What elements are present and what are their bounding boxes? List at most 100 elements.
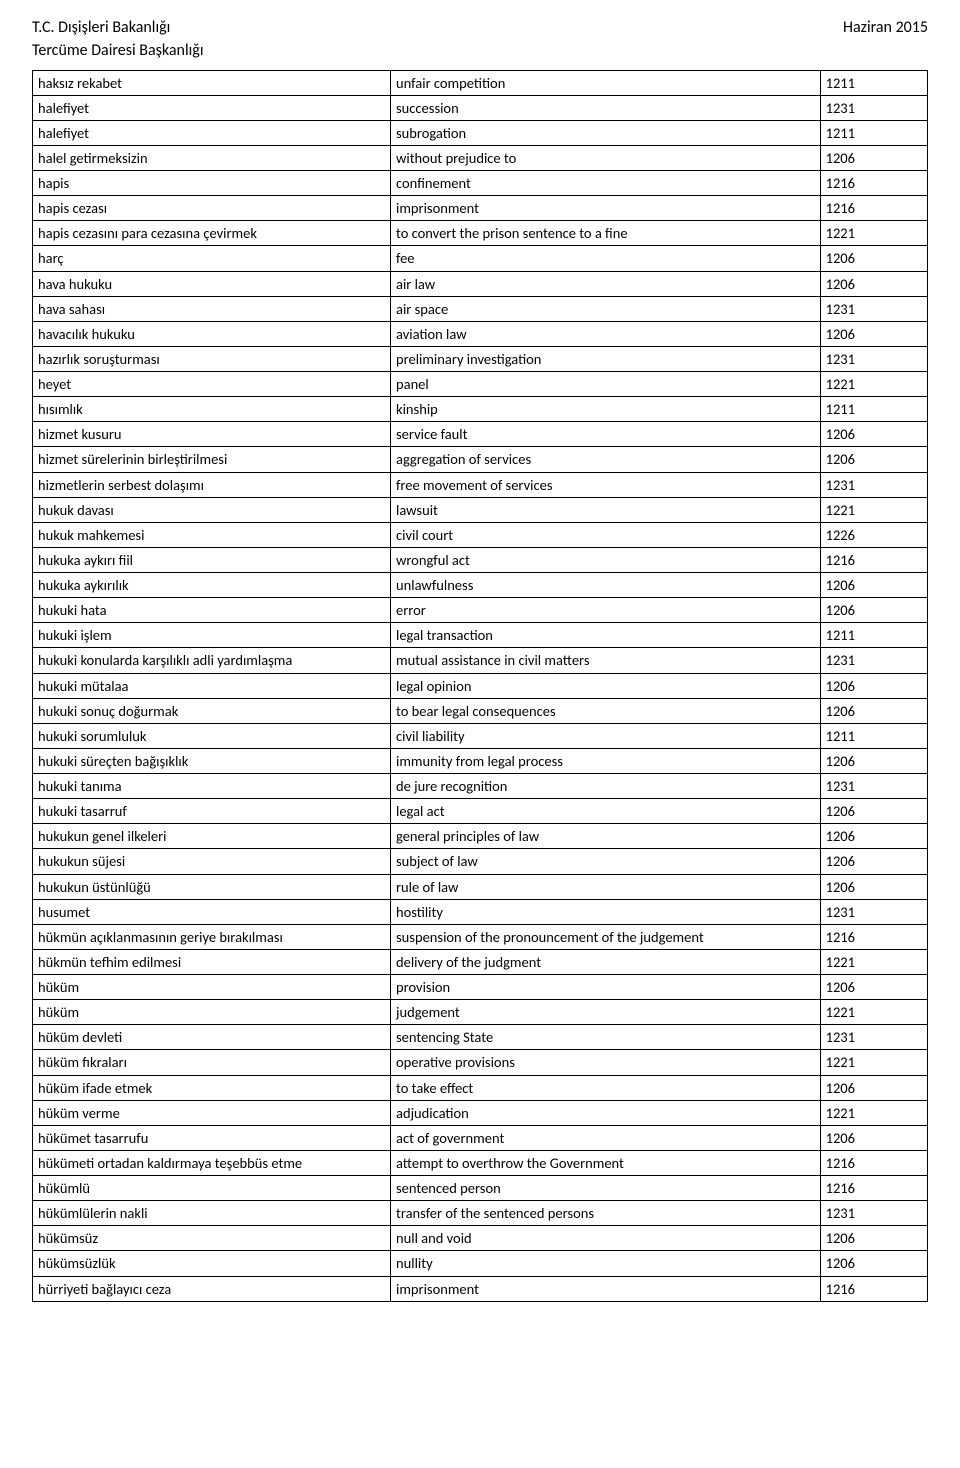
term-code: 1226 xyxy=(820,522,927,547)
term-code: 1206 xyxy=(820,874,927,899)
term-english: operative provisions xyxy=(391,1050,821,1075)
table-row: hürriyeti bağlayıcı cezaimprisonment1216 xyxy=(33,1276,928,1301)
term-code: 1216 xyxy=(820,924,927,949)
term-turkish: hükümsüz xyxy=(33,1226,391,1251)
term-english: confinement xyxy=(391,171,821,196)
term-turkish: haksız rekabet xyxy=(33,70,391,95)
term-turkish: hukuki sorumluluk xyxy=(33,723,391,748)
term-code: 1206 xyxy=(820,598,927,623)
table-row: hukuk davasılawsuit1221 xyxy=(33,497,928,522)
term-turkish: halel getirmeksizin xyxy=(33,145,391,170)
ministry-name: T.C. Dışişleri Bakanlığı xyxy=(32,18,204,39)
term-turkish: halefiyet xyxy=(33,95,391,120)
term-english: legal transaction xyxy=(391,623,821,648)
table-row: husumethostility1231 xyxy=(33,899,928,924)
header-right: Haziran 2015 xyxy=(843,18,928,39)
term-english: succession xyxy=(391,95,821,120)
term-turkish: hısımlık xyxy=(33,397,391,422)
table-row: hapis cezasını para cezasına çevirmekto … xyxy=(33,221,928,246)
table-row: hükümlüsentenced person1216 xyxy=(33,1176,928,1201)
term-english: subject of law xyxy=(391,849,821,874)
term-code: 1206 xyxy=(820,1251,927,1276)
table-row: hükümjudgement1221 xyxy=(33,1000,928,1025)
term-code: 1231 xyxy=(820,472,927,497)
term-code: 1231 xyxy=(820,346,927,371)
table-row: hükümeti ortadan kaldırmaya teşebbüs etm… xyxy=(33,1150,928,1175)
table-row: hukuki süreçten bağışıklıkimmunity from … xyxy=(33,748,928,773)
term-turkish: hüküm fıkraları xyxy=(33,1050,391,1075)
term-code: 1206 xyxy=(820,422,927,447)
table-row: hukuki tasarruflegal act1206 xyxy=(33,799,928,824)
term-code: 1211 xyxy=(820,397,927,422)
term-code: 1206 xyxy=(820,975,927,1000)
term-turkish: hukuki hata xyxy=(33,598,391,623)
term-turkish: hüküm verme xyxy=(33,1100,391,1125)
table-row: hüküm ifade etmekto take effect1206 xyxy=(33,1075,928,1100)
table-row: hizmet kusuruservice fault1206 xyxy=(33,422,928,447)
term-english: mutual assistance in civil matters xyxy=(391,648,821,673)
term-code: 1206 xyxy=(820,321,927,346)
term-code: 1216 xyxy=(820,171,927,196)
term-turkish: hukuki mütalaa xyxy=(33,673,391,698)
table-row: havacılık hukukuaviation law1206 xyxy=(33,321,928,346)
term-turkish: hükümeti ortadan kaldırmaya teşebbüs etm… xyxy=(33,1150,391,1175)
term-code: 1221 xyxy=(820,1000,927,1025)
table-row: hükümlülerin naklitransfer of the senten… xyxy=(33,1201,928,1226)
term-turkish: hükümsüzlük xyxy=(33,1251,391,1276)
term-code: 1231 xyxy=(820,899,927,924)
table-row: halefiyetsubrogation1211 xyxy=(33,120,928,145)
department-name: Tercüme Dairesi Başkanlığı xyxy=(32,41,204,62)
table-row: hukuka aykırı fiilwrongful act1216 xyxy=(33,547,928,572)
term-english: to bear legal consequences xyxy=(391,698,821,723)
table-row: hüküm vermeadjudication1221 xyxy=(33,1100,928,1125)
table-row: hukuk mahkemesicivil court1226 xyxy=(33,522,928,547)
term-english: provision xyxy=(391,975,821,1000)
term-english: rule of law xyxy=(391,874,821,899)
page-header: T.C. Dışişleri Bakanlığı Tercüme Dairesi… xyxy=(32,18,928,62)
term-english: imprisonment xyxy=(391,1276,821,1301)
term-english: attempt to overthrow the Government xyxy=(391,1150,821,1175)
term-turkish: halefiyet xyxy=(33,120,391,145)
term-turkish: hükmün açıklanmasının geriye bırakılması xyxy=(33,924,391,949)
table-row: hüküm devletisentencing State1231 xyxy=(33,1025,928,1050)
term-turkish: harç xyxy=(33,246,391,271)
term-turkish: heyet xyxy=(33,372,391,397)
term-code: 1211 xyxy=(820,120,927,145)
term-turkish: hukuki tanıma xyxy=(33,774,391,799)
table-row: hükmün tefhim edilmesidelivery of the ju… xyxy=(33,949,928,974)
table-row: hukuki tanımade jure recognition1231 xyxy=(33,774,928,799)
term-code: 1216 xyxy=(820,1150,927,1175)
term-english: sentencing State xyxy=(391,1025,821,1050)
term-code: 1206 xyxy=(820,447,927,472)
term-turkish: hükmün tefhim edilmesi xyxy=(33,949,391,974)
term-turkish: hava sahası xyxy=(33,296,391,321)
term-english: fee xyxy=(391,246,821,271)
term-english: sentenced person xyxy=(391,1176,821,1201)
term-turkish: hüküm xyxy=(33,975,391,1000)
term-turkish: hapis cezası xyxy=(33,196,391,221)
term-english: subrogation xyxy=(391,120,821,145)
table-row: halefiyetsuccession1231 xyxy=(33,95,928,120)
table-row: hukukun üstünlüğürule of law1206 xyxy=(33,874,928,899)
table-row: hukukun süjesisubject of law1206 xyxy=(33,849,928,874)
term-english: to convert the prison sentence to a fine xyxy=(391,221,821,246)
term-code: 1216 xyxy=(820,196,927,221)
term-code: 1231 xyxy=(820,648,927,673)
term-code: 1206 xyxy=(820,748,927,773)
term-english: legal act xyxy=(391,799,821,824)
term-code: 1206 xyxy=(820,849,927,874)
term-english: civil liability xyxy=(391,723,821,748)
term-turkish: hizmet sürelerinin birleştirilmesi xyxy=(33,447,391,472)
term-english: act of government xyxy=(391,1125,821,1150)
term-code: 1211 xyxy=(820,723,927,748)
term-english: lawsuit xyxy=(391,497,821,522)
term-turkish: hukuka aykırı fiil xyxy=(33,547,391,572)
term-turkish: hapis xyxy=(33,171,391,196)
term-turkish: hüküm ifade etmek xyxy=(33,1075,391,1100)
term-turkish: hazırlık soruşturması xyxy=(33,346,391,371)
table-row: hizmetlerin serbest dolaşımıfree movemen… xyxy=(33,472,928,497)
term-english: nullity xyxy=(391,1251,821,1276)
term-turkish: hukuki konularda karşılıklı adli yardıml… xyxy=(33,648,391,673)
term-turkish: hükümlü xyxy=(33,1176,391,1201)
table-row: hüküm fıkralarıoperative provisions1221 xyxy=(33,1050,928,1075)
